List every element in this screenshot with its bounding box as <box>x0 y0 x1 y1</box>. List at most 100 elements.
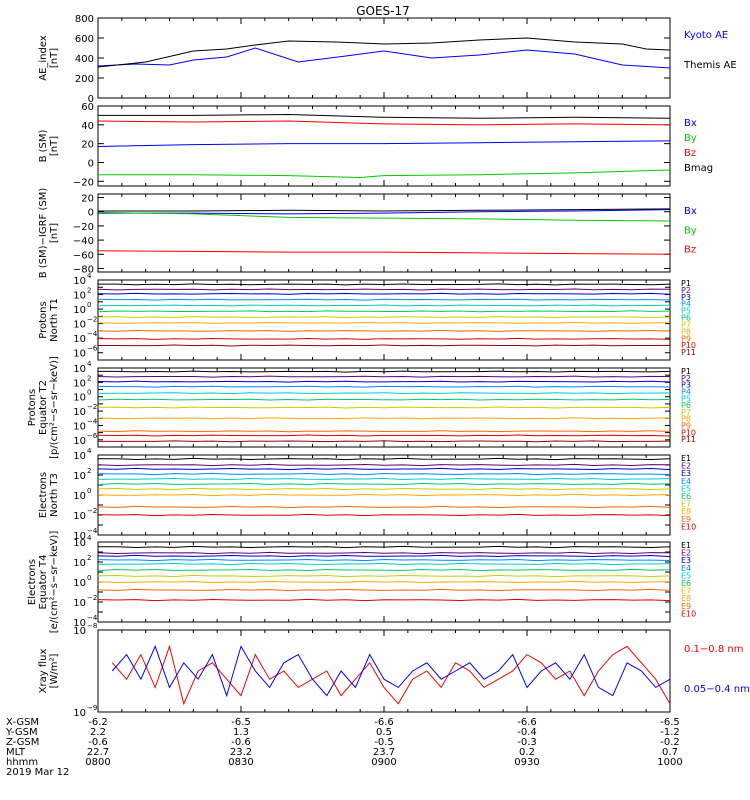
y-axis-label: [nT] <box>49 136 60 156</box>
channel-line <box>97 298 671 301</box>
channel-line <box>97 482 671 486</box>
footer-value: 1.3 <box>233 727 249 738</box>
channel-label: P2 <box>681 374 691 383</box>
y-tick-exponent: −2 <box>87 594 97 602</box>
position-time-footer: X-GSM -6.2 -6.5 -6.6 -6.6 -6.5Y-GSM 2.2 1.3 0.5-… <box>5 717 683 778</box>
channel-label: P5 <box>681 394 691 403</box>
channel-label: E4 <box>681 477 691 486</box>
y-tick-exponent: −9 <box>87 704 97 712</box>
y-tick-label: 10 <box>73 291 86 302</box>
panel-2: −20 0 20 40 60 B (SM) [nT] Bx By Bz Bmag <box>38 102 713 188</box>
channel-label: E3 <box>681 556 691 565</box>
channel-line <box>97 472 671 476</box>
footer-row-label: Y-GSM <box>5 727 38 738</box>
channel-line <box>97 385 671 388</box>
footer-value: 0.5 <box>376 727 392 738</box>
channel-line <box>97 457 671 461</box>
series-line <box>97 250 671 255</box>
channel-line <box>97 310 671 313</box>
channel-label: E9 <box>681 515 691 524</box>
channel-line <box>97 304 671 307</box>
channel-label: P11 <box>681 348 696 357</box>
channel-label: P6 <box>681 314 691 323</box>
y-axis-label: North T3 <box>49 473 60 517</box>
y-tick-exponent: 4 <box>87 272 92 280</box>
channel-label: E1 <box>681 454 691 463</box>
y-axis-label: [W/m²] <box>49 653 60 688</box>
channel-label: P9 <box>681 422 691 431</box>
y-tick-label: −20 <box>73 177 94 188</box>
channel-label: P5 <box>681 307 691 316</box>
y-tick-label: 10 <box>73 626 86 637</box>
panel-frame <box>97 17 671 99</box>
footer-value: 0800 <box>85 757 110 768</box>
footer-value: -6.6 <box>374 717 394 728</box>
y-axis-label: [p/(cm²−s−sr−keV)] <box>49 356 60 459</box>
channel-line <box>97 463 671 467</box>
channel-label: E10 <box>681 609 696 618</box>
legend-label: Bx <box>684 118 697 129</box>
y-tick-label: 20 <box>81 194 94 205</box>
series-line <box>111 645 671 698</box>
channel-line <box>97 467 671 471</box>
channel-label: E10 <box>681 522 696 531</box>
y-axis-label: Equator T2 <box>38 380 49 435</box>
channel-label: P3 <box>681 381 691 390</box>
footer-value: 22.7 <box>87 747 109 758</box>
y-tick-label: 10 <box>73 578 86 589</box>
y-axis-label: North T1 <box>49 298 60 342</box>
channel-label: P11 <box>681 435 696 444</box>
y-tick-exponent: −4 <box>87 614 98 622</box>
channel-line <box>97 337 671 340</box>
channel-label: E3 <box>681 469 691 478</box>
channel-label: E8 <box>681 507 691 516</box>
series-line <box>98 113 671 119</box>
y-tick-exponent: 2 <box>87 554 91 562</box>
channel-line <box>97 493 671 497</box>
y-axis-label: Protons <box>38 301 49 338</box>
y-tick-label: 10 <box>73 598 86 609</box>
y-tick-label: 0 <box>88 158 94 169</box>
channel-line <box>97 562 671 566</box>
y-axis-label: Electrons <box>38 472 49 518</box>
y-tick-label: 10 <box>73 349 86 360</box>
y-tick-label: 10 <box>73 334 86 345</box>
channel-label: E5 <box>681 571 691 580</box>
channel-label: E1 <box>681 541 691 550</box>
y-tick-label: 40 <box>81 121 94 132</box>
y-tick-exponent: −4 <box>87 527 98 535</box>
y-tick-label: −40 <box>73 236 94 247</box>
channel-label: E2 <box>681 462 691 471</box>
y-tick-label: 10 <box>73 451 86 462</box>
y-axis-label: Protons <box>27 389 38 426</box>
channel-line <box>97 558 671 562</box>
footer-value: 2.2 <box>90 727 106 738</box>
channel-line <box>97 434 671 437</box>
y-axis-label: [e/(cm²−s−sr−keV)] <box>49 531 60 634</box>
channel-line <box>97 513 671 517</box>
y-tick-exponent: −2 <box>87 507 97 515</box>
y-tick-exponent: −2 <box>87 403 97 411</box>
channel-line <box>97 283 671 286</box>
y-tick-label: −20 <box>73 222 94 233</box>
channel-label: E7 <box>681 500 691 509</box>
legend-label: 0.05−0.4 nm <box>684 684 750 695</box>
y-tick-label: 10 <box>73 491 86 502</box>
y-tick-label: 10 <box>73 393 86 404</box>
legend-label: Bz <box>684 148 696 159</box>
y-tick-exponent: 2 <box>87 374 91 382</box>
y-axis-label: Xray flux <box>38 649 49 694</box>
footer-value: 0930 <box>514 757 539 768</box>
channel-label: P1 <box>681 279 691 288</box>
footer-value: -6.5 <box>660 717 680 728</box>
channel-line <box>97 392 671 395</box>
legend-label: By <box>684 133 697 144</box>
y-tick-label: 10 <box>73 378 86 389</box>
y-tick-label: 10 <box>73 538 86 549</box>
channel-line <box>97 580 671 584</box>
